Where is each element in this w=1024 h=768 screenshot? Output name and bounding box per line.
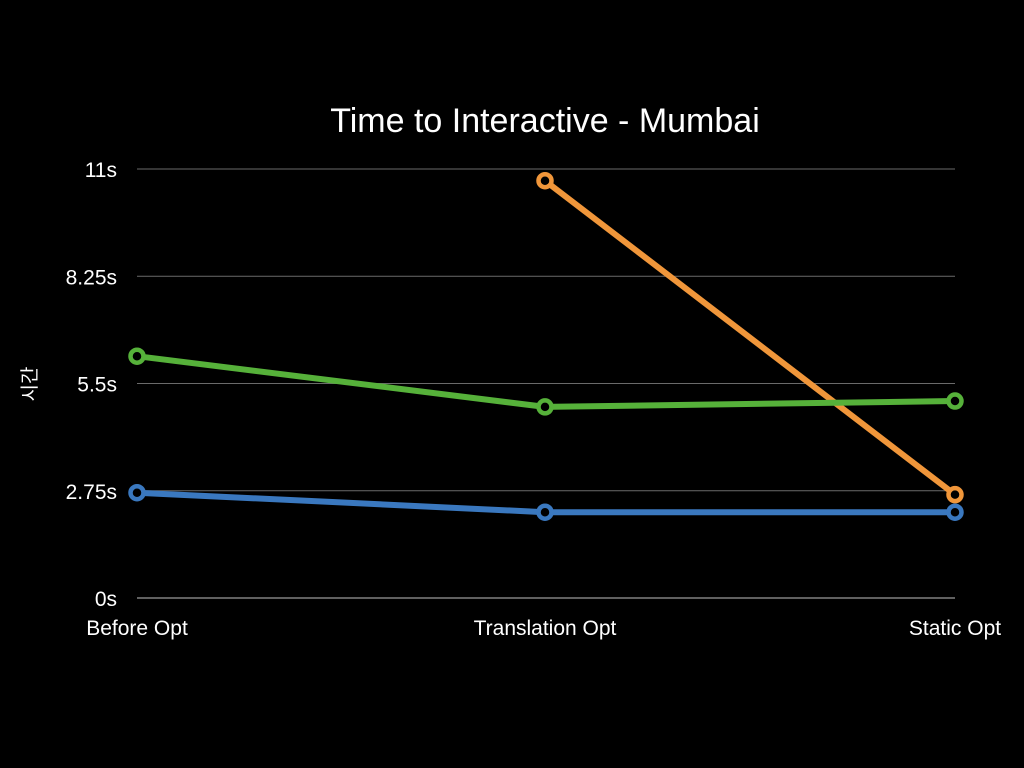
data-points <box>128 171 964 521</box>
grid-lines <box>137 168 955 599</box>
data-point <box>946 485 964 504</box>
y-axis-tick-labels: 0s 2.75s 5.5s 8.25s 11s <box>66 159 117 611</box>
y-tick-label: 11s <box>85 159 117 182</box>
y-axis-title: 시간 <box>19 367 41 402</box>
x-axis-tick-labels: Before Opt Translation Opt Static Opt <box>86 617 1001 640</box>
data-point <box>946 392 964 410</box>
data-point <box>128 483 146 502</box>
y-tick-label: 2.75s <box>66 481 117 504</box>
data-point <box>128 347 146 365</box>
series-lines <box>134 177 958 516</box>
y-tick-label: 0s <box>95 588 117 611</box>
x-tick-label: Static Opt <box>909 617 1001 640</box>
series-line-1 <box>542 177 958 498</box>
y-tick-label: 8.25s <box>66 266 117 289</box>
data-point <box>946 503 964 521</box>
data-point <box>536 171 554 190</box>
y-tick-label: 5.5s <box>77 374 117 397</box>
chart-title: Time to Interactive - Mumbai <box>330 102 760 140</box>
data-point <box>536 398 554 416</box>
x-tick-label: Before Opt <box>86 617 188 640</box>
data-point <box>536 503 554 521</box>
x-tick-label: Translation Opt <box>474 617 617 640</box>
